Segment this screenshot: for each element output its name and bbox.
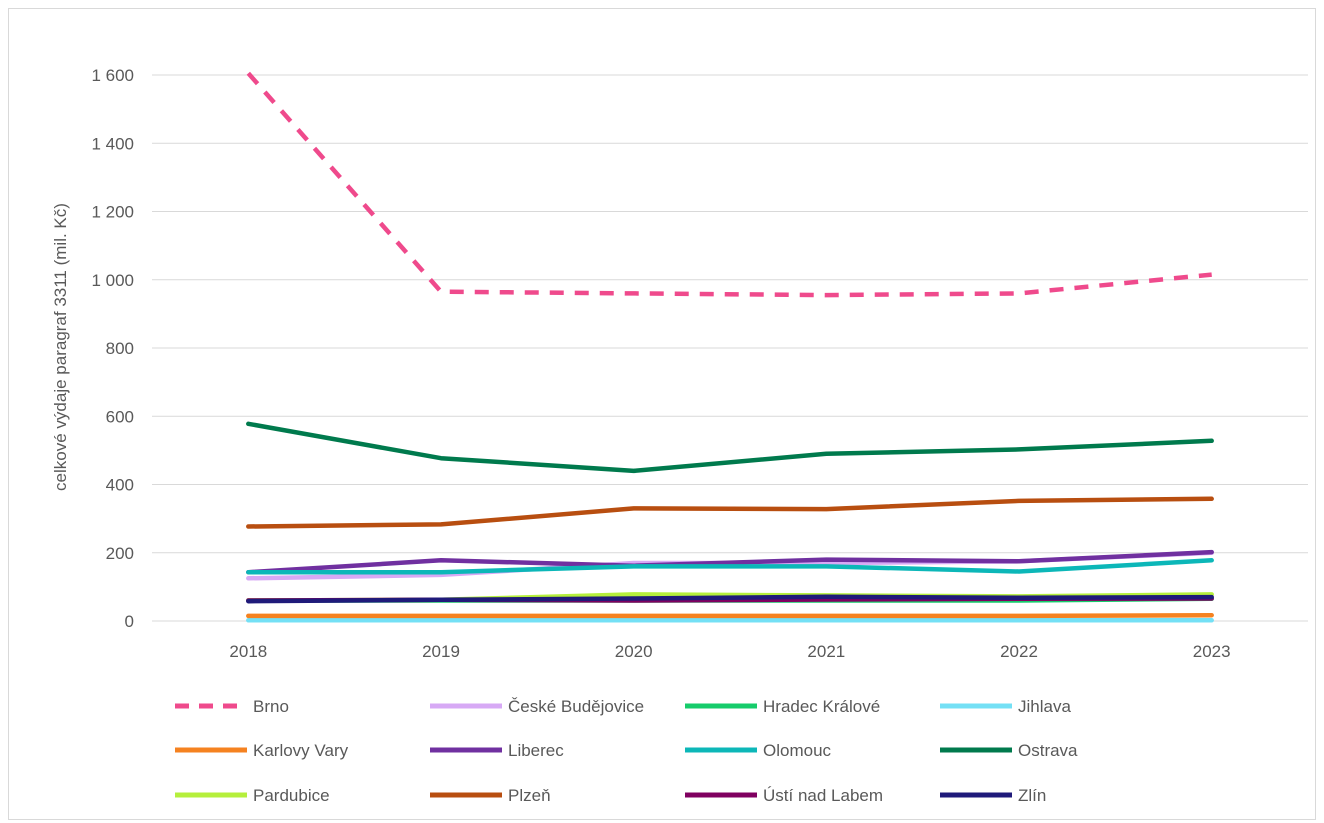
- y-tick-label: 800: [106, 339, 134, 358]
- legend-item: Pardubice: [175, 786, 330, 805]
- series-lines: [246, 71, 1214, 623]
- legend-label: Olomouc: [763, 741, 832, 760]
- legend: Brno České Budějovice Hradec Králové Jihlav…: [175, 697, 1078, 805]
- y-tick-label: 1 600: [91, 66, 134, 85]
- legend-item: Brno: [175, 697, 289, 716]
- legend-label: České Budějovice: [508, 697, 644, 716]
- x-axis-ticks: 2018 2019 2020 2021 2022 2023: [229, 642, 1230, 661]
- x-tick-label: 2020: [615, 642, 653, 661]
- legend-label: Ústí nad Labem: [763, 786, 883, 805]
- legend-item: Hradec Králové: [685, 697, 880, 716]
- series-line-4: [246, 612, 1214, 619]
- legend-label: Liberec: [508, 741, 564, 760]
- x-tick-label: 2019: [422, 642, 460, 661]
- legend-item: Zlín: [940, 786, 1046, 805]
- gridlines: [152, 74, 1308, 622]
- series-line-6: [246, 558, 1214, 575]
- legend-label: Plzeň: [508, 786, 551, 805]
- legend-label: Karlovy Vary: [253, 741, 349, 760]
- legend-label: Ostrava: [1018, 741, 1078, 760]
- x-tick-label: 2021: [807, 642, 845, 661]
- legend-label: Jihlava: [1018, 697, 1071, 716]
- y-tick-label: 0: [125, 612, 134, 631]
- y-axis-title: celkové výdaje paragraf 3311 (mil. Kč): [51, 203, 70, 491]
- x-tick-label: 2023: [1193, 642, 1231, 661]
- series-line-0: [246, 71, 1212, 298]
- legend-item: Jihlava: [940, 697, 1071, 716]
- y-tick-label: 200: [106, 544, 134, 563]
- x-tick-label: 2018: [229, 642, 267, 661]
- series-line-9: [246, 496, 1214, 529]
- x-tick-label: 2022: [1000, 642, 1038, 661]
- y-tick-label: 1 200: [91, 203, 134, 222]
- legend-item: Ústí nad Labem: [685, 786, 883, 805]
- series-line-5: [246, 549, 1214, 575]
- legend-item: Liberec: [430, 741, 564, 760]
- legend-item: Plzeň: [430, 786, 551, 805]
- series-line-11: [246, 594, 1214, 604]
- y-axis-ticks: 0 200 400 600 800 1 000 1 200 1 400 1 600: [91, 66, 134, 631]
- legend-label: Brno: [253, 697, 289, 716]
- legend-label: Hradec Králové: [763, 697, 880, 716]
- legend-item: Ostrava: [940, 741, 1078, 760]
- y-tick-label: 400: [106, 476, 134, 495]
- legend-label: Pardubice: [253, 786, 330, 805]
- y-tick-label: 600: [106, 407, 134, 426]
- series-line-7: [246, 421, 1214, 474]
- y-tick-label: 1 400: [91, 134, 134, 153]
- legend-label: Zlín: [1018, 786, 1046, 805]
- legend-item: Karlovy Vary: [175, 741, 349, 760]
- legend-item: Olomouc: [685, 741, 832, 760]
- legend-item: České Budějovice: [430, 697, 644, 716]
- y-tick-label: 1 000: [91, 271, 134, 290]
